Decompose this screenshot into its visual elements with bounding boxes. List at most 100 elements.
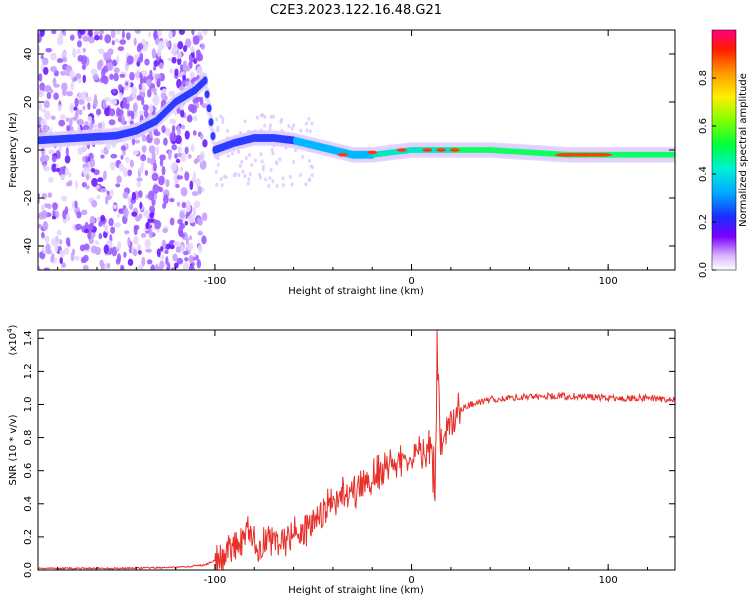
spectrogram-noise-mark	[153, 65, 157, 71]
spectrogram-noise-mark	[191, 191, 199, 197]
spectrogram-noise-mark	[159, 254, 165, 260]
spectrogram-noise-mark	[146, 78, 152, 86]
spectrogram-noise-mark	[59, 239, 63, 245]
spectrogram-noise-mark	[137, 57, 144, 63]
spectrogram-noise-mark	[64, 167, 69, 176]
spectrogram-noise-mark	[92, 73, 99, 81]
spectrogram-noise-mark	[127, 195, 132, 206]
spectrogram-noise-mark	[153, 30, 158, 41]
spectrogram-noise-mark	[299, 172, 303, 177]
spectrogram-noise-mark	[76, 119, 82, 124]
spectrogram-noise-mark	[81, 181, 87, 188]
spectrogram-noise-mark	[111, 40, 115, 46]
snr-ytick-label: 0.6	[23, 463, 34, 479]
spectrogram-noise-mark	[188, 265, 195, 270]
spectrogram-noise-mark	[195, 254, 199, 261]
spectrogram-noise-mark	[110, 226, 116, 234]
spectrogram-noise-mark	[168, 90, 176, 97]
spectrogram-noise-mark	[307, 116, 311, 121]
spectrogram-noise-mark	[197, 230, 203, 236]
spectrogram-ytick-label: -40	[23, 238, 34, 254]
spectrogram-noise-mark	[77, 146, 84, 155]
colorbar-ticks: 0.0 0.2 0.4 0.6 0.8	[698, 70, 716, 278]
spectrogram-noise-mark	[180, 187, 188, 197]
spectrogram-noise-mark	[141, 145, 147, 153]
snr-xtick-label: 0	[408, 575, 414, 586]
spectrogram-noise-mark	[136, 181, 142, 188]
spectrogram-noise-mark	[221, 116, 225, 121]
spectrogram-noise-mark	[215, 117, 219, 122]
spectrogram-noise-mark	[165, 179, 170, 188]
spectrogram-noise-mark	[115, 30, 121, 35]
spectrogram-noise-mark	[157, 30, 163, 37]
spectrogram-noise-mark	[172, 253, 178, 262]
spectrogram-noise-mark	[143, 76, 148, 84]
spectrogram-noise-mark	[118, 162, 124, 172]
spectrogram-noise-mark	[121, 265, 125, 270]
spectrogram-noise-mark	[58, 119, 66, 127]
spectrogram-noise-mark	[95, 240, 100, 245]
spectrogram-noise-mark	[91, 118, 95, 125]
spectrogram-noise-mark	[188, 235, 193, 241]
spectrogram-noise-mark	[38, 223, 42, 229]
spectrogram-noise-mark	[258, 175, 262, 180]
spectrogram-noise-mark	[230, 151, 234, 156]
colorbar-tick-label: 0.0	[698, 262, 709, 278]
spectrogram-noise-mark	[172, 42, 179, 52]
spectrogram-noise-mark	[45, 243, 51, 252]
spectrogram-noise-mark	[91, 200, 98, 208]
spectrogram-noise-mark	[123, 168, 129, 177]
spectrogram-noise-mark	[259, 113, 263, 118]
spectrogram-noise-mark	[38, 197, 41, 204]
spectrogram-signal-mark	[206, 104, 212, 113]
spectrogram-noise-mark	[89, 215, 96, 225]
spectrogram-noise-mark	[66, 90, 74, 97]
spectrogram-noise-mark	[138, 110, 146, 115]
spectrogram-noise-mark	[138, 190, 143, 198]
spectrogram-noise-mark	[186, 114, 193, 123]
spectrogram-noise-mark	[108, 108, 116, 117]
spectrogram-noise-mark	[215, 182, 219, 187]
spectrogram-noise-mark	[116, 213, 120, 218]
spectrogram-noise-mark	[142, 104, 149, 111]
spectrogram-noise-mark	[82, 64, 86, 70]
spectrogram-noise-mark	[165, 256, 169, 265]
spectrogram-noise-mark	[158, 40, 165, 51]
spectrogram-noise-mark	[216, 128, 220, 133]
spectrogram-noise-mark	[219, 176, 223, 181]
spectrogram-noise-mark	[307, 178, 311, 183]
spectrogram-noise-mark	[176, 175, 184, 180]
spectrogram-noise-mark	[225, 128, 229, 133]
spectrogram-noise-mark	[99, 34, 103, 41]
spectrogram-noise-mark	[56, 229, 62, 236]
spectrogram-noise-mark	[193, 200, 201, 209]
spectrogram-noise-mark	[201, 235, 207, 245]
spectrogram-noise-mark	[152, 94, 160, 104]
chart-title: C2E3.2023.122.16.48.G21	[270, 3, 442, 18]
spectrogram-noise-mark	[69, 117, 73, 127]
spectrogram-noise-mark	[140, 232, 147, 238]
spectrogram-noise-mark	[95, 108, 102, 116]
spectrogram-noise-mark	[127, 258, 134, 266]
spectrogram-noise-mark	[100, 154, 105, 159]
spectrogram-noise-mark	[170, 267, 176, 270]
spectrogram-noise-mark	[65, 65, 73, 73]
snr-series-line	[38, 330, 675, 570]
spectrogram-noise-mark	[190, 144, 195, 152]
spectrogram-noise-mark	[117, 46, 125, 52]
spectrogram-noise-mark	[82, 105, 86, 111]
spectrogram-noise-mark	[191, 176, 197, 184]
spectrogram-noise-mark	[163, 193, 168, 201]
snr-frame	[37, 329, 676, 571]
spectrogram-noise-mark	[85, 96, 92, 103]
spectrogram-noise-mark	[176, 201, 181, 207]
spectrogram-noise-mark	[98, 220, 103, 227]
spectrogram-noise-mark	[271, 151, 275, 156]
colorbar: 0.0 0.2 0.4 0.6 0.8 Normalized spectral ampl…	[698, 29, 749, 278]
spectrogram-noise-mark	[98, 233, 103, 240]
spectrogram-noise-mark	[100, 214, 106, 222]
spectrogram-noise-mark	[50, 52, 57, 61]
spectrogram-noise-mark	[143, 210, 151, 218]
spectrogram-noise-mark	[261, 167, 265, 172]
